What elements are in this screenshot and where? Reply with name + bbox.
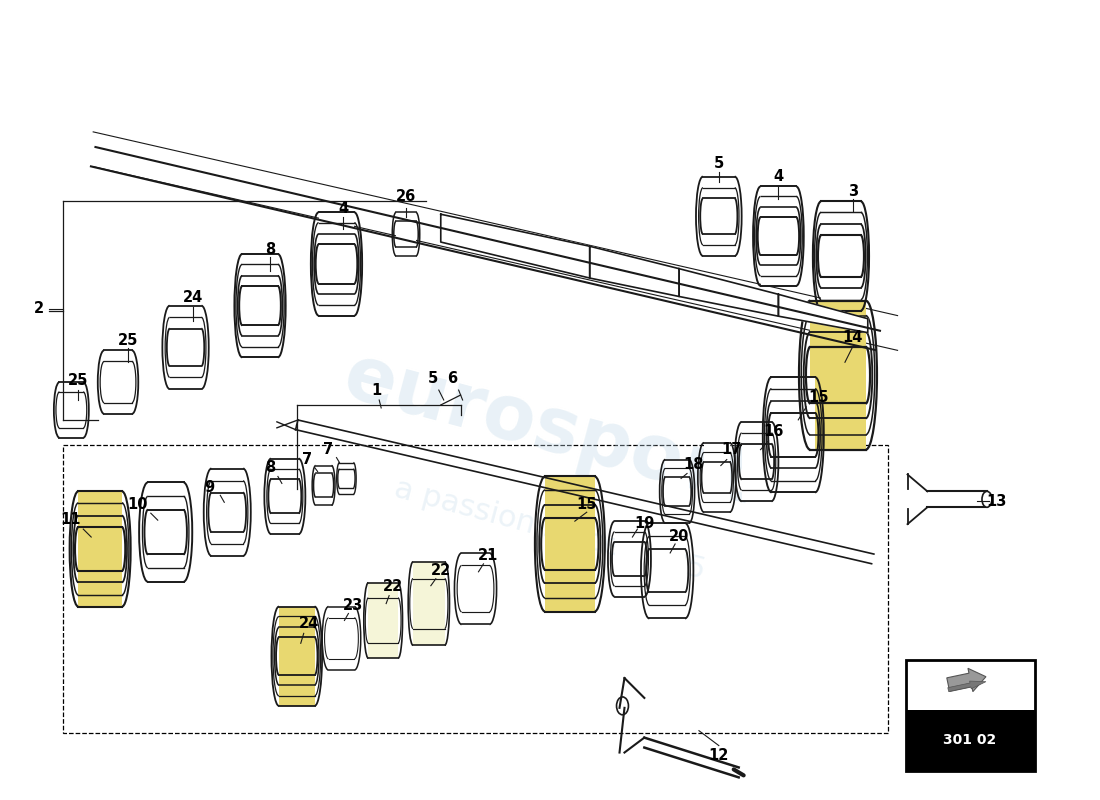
Polygon shape: [590, 246, 679, 297]
Text: 9: 9: [205, 480, 214, 495]
Bar: [104, 350, 132, 414]
Text: 17: 17: [722, 442, 741, 457]
Text: 12: 12: [708, 748, 729, 763]
FancyArrow shape: [947, 668, 986, 692]
Text: a passion since 1985: a passion since 1985: [392, 474, 708, 585]
Bar: [615, 521, 645, 597]
Text: 6: 6: [448, 370, 458, 386]
Bar: [396, 212, 416, 256]
Bar: [412, 562, 444, 646]
Text: 16: 16: [763, 424, 783, 439]
Text: 15: 15: [807, 390, 828, 405]
Text: 25: 25: [68, 373, 88, 388]
Text: 21: 21: [478, 549, 498, 563]
Text: 18: 18: [684, 457, 704, 472]
Text: 22: 22: [383, 579, 404, 594]
Bar: [211, 469, 243, 556]
Text: 24: 24: [183, 290, 202, 306]
Bar: [279, 606, 315, 706]
Text: 301 02: 301 02: [944, 734, 997, 747]
Bar: [147, 482, 184, 582]
Text: 11: 11: [60, 512, 80, 526]
Bar: [271, 458, 299, 534]
Bar: [905, 660, 1035, 771]
Ellipse shape: [982, 491, 992, 507]
Bar: [169, 306, 201, 389]
Polygon shape: [779, 294, 868, 333]
Bar: [771, 377, 815, 492]
Bar: [59, 382, 84, 438]
Bar: [462, 553, 490, 625]
Bar: [704, 442, 729, 512]
Text: 20: 20: [669, 529, 690, 543]
Text: 7: 7: [301, 452, 311, 467]
Bar: [368, 582, 398, 658]
Bar: [905, 710, 1035, 771]
Bar: [319, 212, 354, 315]
Bar: [78, 491, 122, 606]
Text: 13: 13: [987, 494, 1008, 509]
Bar: [741, 422, 771, 502]
Text: 10: 10: [128, 497, 148, 512]
Bar: [703, 177, 735, 256]
Bar: [821, 202, 861, 310]
Bar: [329, 606, 354, 670]
Text: 5: 5: [428, 370, 438, 386]
Text: 1: 1: [371, 382, 382, 398]
Bar: [811, 301, 866, 450]
Text: 26: 26: [396, 189, 416, 204]
FancyArrow shape: [948, 681, 986, 691]
Polygon shape: [441, 214, 590, 278]
Bar: [242, 254, 278, 358]
Text: 4: 4: [339, 201, 349, 216]
Text: eurosport: eurosport: [337, 339, 763, 520]
Text: 25: 25: [118, 333, 139, 348]
Text: 15: 15: [576, 497, 597, 512]
Text: 19: 19: [635, 516, 654, 530]
Text: 22: 22: [430, 563, 451, 578]
Polygon shape: [679, 269, 779, 316]
Bar: [316, 466, 331, 506]
Text: 7: 7: [323, 442, 333, 457]
Text: 14: 14: [843, 330, 864, 345]
Bar: [64, 445, 888, 733]
Text: 5: 5: [714, 156, 724, 171]
Bar: [340, 462, 353, 494]
Bar: [666, 459, 689, 523]
Bar: [760, 186, 796, 286]
Text: 23: 23: [343, 598, 363, 613]
Text: 8: 8: [265, 242, 275, 257]
Bar: [649, 523, 685, 618]
Text: 8: 8: [265, 460, 275, 475]
Text: 3: 3: [848, 184, 858, 199]
Bar: [544, 477, 595, 611]
Text: 2: 2: [33, 301, 44, 316]
Text: 4: 4: [773, 169, 783, 184]
Text: 24: 24: [298, 616, 319, 631]
